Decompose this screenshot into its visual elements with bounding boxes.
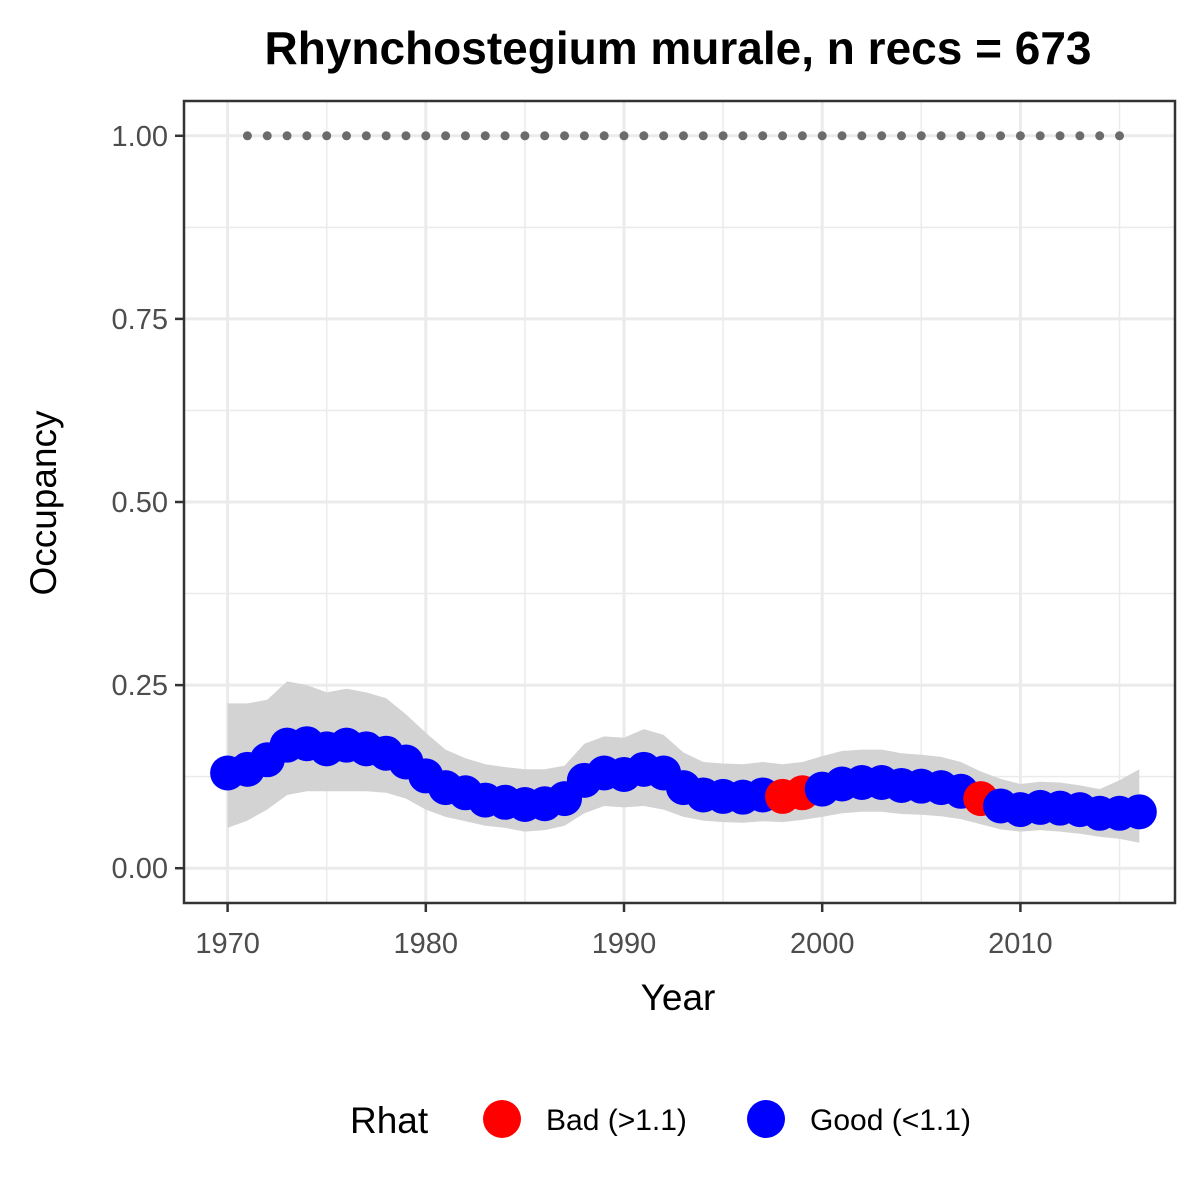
legend-key-bad <box>483 1100 521 1138</box>
reference-dot <box>401 131 411 141</box>
plot-panel <box>182 99 1177 905</box>
y-axis-title: Occupancy <box>23 410 64 596</box>
reference-dot <box>302 131 312 141</box>
reference-dot <box>619 131 629 141</box>
occupancy-points <box>210 726 1157 831</box>
x-tick-label: 2000 <box>790 928 855 960</box>
reference-dot <box>678 131 688 141</box>
y-tick-label: 0.75 <box>112 304 168 336</box>
y-axis: 0.00 0.25 0.50 0.75 1.00 <box>112 121 184 885</box>
data-point-good <box>1121 794 1157 830</box>
x-axis-title: Year <box>641 977 716 1018</box>
y-tick-label: 0.50 <box>112 487 168 519</box>
reference-dot <box>659 131 669 141</box>
reference-dot <box>1055 131 1065 141</box>
x-tick-label: 1990 <box>592 928 657 960</box>
reference-dot <box>996 131 1006 141</box>
reference-dot <box>936 131 946 141</box>
reference-dot <box>322 131 332 141</box>
reference-dot <box>262 131 272 141</box>
chart-title: Rhynchostegium murale, n recs = 673 <box>264 22 1091 74</box>
reference-dot <box>797 131 807 141</box>
x-tick-label: 2010 <box>988 928 1053 960</box>
reference-dot <box>500 131 510 141</box>
legend: Rhat Bad (>1.1) Good (<1.1) <box>350 1100 971 1141</box>
reference-dot <box>1075 131 1085 141</box>
reference-dot <box>916 131 926 141</box>
x-tick-label: 1970 <box>195 928 260 960</box>
reference-dot <box>282 131 292 141</box>
legend-key-good <box>747 1100 785 1138</box>
y-tick-label: 0.25 <box>112 670 168 702</box>
reference-dot <box>817 131 827 141</box>
reference-dot <box>877 131 887 141</box>
reference-dot <box>718 131 728 141</box>
reference-dot <box>540 131 550 141</box>
x-tick-label: 1980 <box>394 928 459 960</box>
x-axis: 1970 1980 1990 2000 2010 <box>195 903 1053 960</box>
reference-dot <box>242 131 252 141</box>
reference-dot <box>837 131 847 141</box>
reference-dot <box>778 131 788 141</box>
reference-dot <box>1115 131 1125 141</box>
reference-dot <box>421 131 431 141</box>
reference-dot <box>342 131 352 141</box>
y-tick-label: 1.00 <box>112 121 168 153</box>
reference-dot <box>1095 131 1105 141</box>
reference-dot <box>381 131 391 141</box>
reference-dot <box>441 131 451 141</box>
reference-dot <box>956 131 966 141</box>
legend-label-bad: Bad (>1.1) <box>546 1104 687 1137</box>
reference-dot <box>976 131 986 141</box>
reference-dot <box>857 131 867 141</box>
reference-dot <box>758 131 768 141</box>
reference-dot <box>599 131 609 141</box>
reference-dot <box>480 131 490 141</box>
legend-label-good: Good (<1.1) <box>810 1104 971 1137</box>
reference-dot <box>520 131 530 141</box>
reference-dot <box>896 131 906 141</box>
reference-dot <box>639 131 649 141</box>
reference-dot <box>560 131 570 141</box>
reference-dot <box>698 131 708 141</box>
reference-dot <box>579 131 589 141</box>
reference-dots <box>242 131 1125 141</box>
reference-dot <box>1035 131 1045 141</box>
y-tick-label: 0.00 <box>112 853 168 885</box>
reference-dot <box>738 131 748 141</box>
reference-dot <box>1015 131 1025 141</box>
legend-title: Rhat <box>350 1100 429 1141</box>
reference-dot <box>361 131 371 141</box>
reference-dot <box>460 131 470 141</box>
